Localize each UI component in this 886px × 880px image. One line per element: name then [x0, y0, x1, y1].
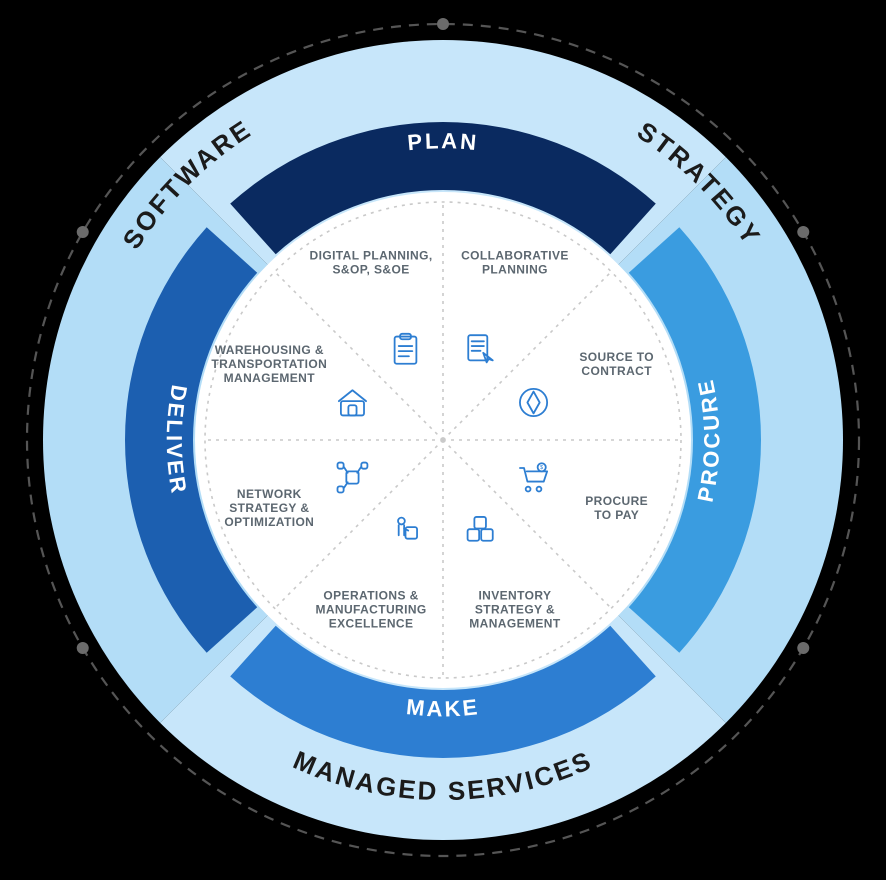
inner-item: SOURCE TOCONTRACT — [579, 350, 654, 378]
inner-item: OPERATIONS &MANUFACTURINGEXCELLENCE — [315, 589, 426, 631]
inner-item: INVENTORYSTRATEGY &MANAGEMENT — [469, 589, 561, 631]
outer-ring-dot — [797, 642, 809, 654]
inner-item: PROCURETO PAY — [585, 494, 648, 522]
inner-item-label: NETWORKSTRATEGY &OPTIMIZATION — [224, 487, 314, 529]
outer-ring-dot — [77, 226, 89, 238]
outer-ring-dot — [437, 18, 449, 30]
inner-item: NETWORKSTRATEGY &OPTIMIZATION — [224, 487, 314, 529]
inner-item-label: SOURCE TOCONTRACT — [579, 350, 654, 378]
outer-ring-dot — [797, 226, 809, 238]
inner-item-label: WAREHOUSING &TRANSPORTATIONMANAGEMENT — [211, 343, 327, 385]
inner-item-label: PROCURETO PAY — [585, 494, 648, 522]
inner-item-label: OPERATIONS &MANUFACTURINGEXCELLENCE — [315, 589, 426, 631]
inner-item-label: INVENTORYSTRATEGY &MANAGEMENT — [469, 589, 561, 631]
inner-item: WAREHOUSING &TRANSPORTATIONMANAGEMENT — [211, 343, 327, 385]
ring-label-make: MAKE — [405, 694, 481, 721]
ring-label-plan: PLAN — [406, 128, 479, 155]
outer-ring-dot — [77, 642, 89, 654]
svg-text:$: $ — [540, 465, 543, 471]
